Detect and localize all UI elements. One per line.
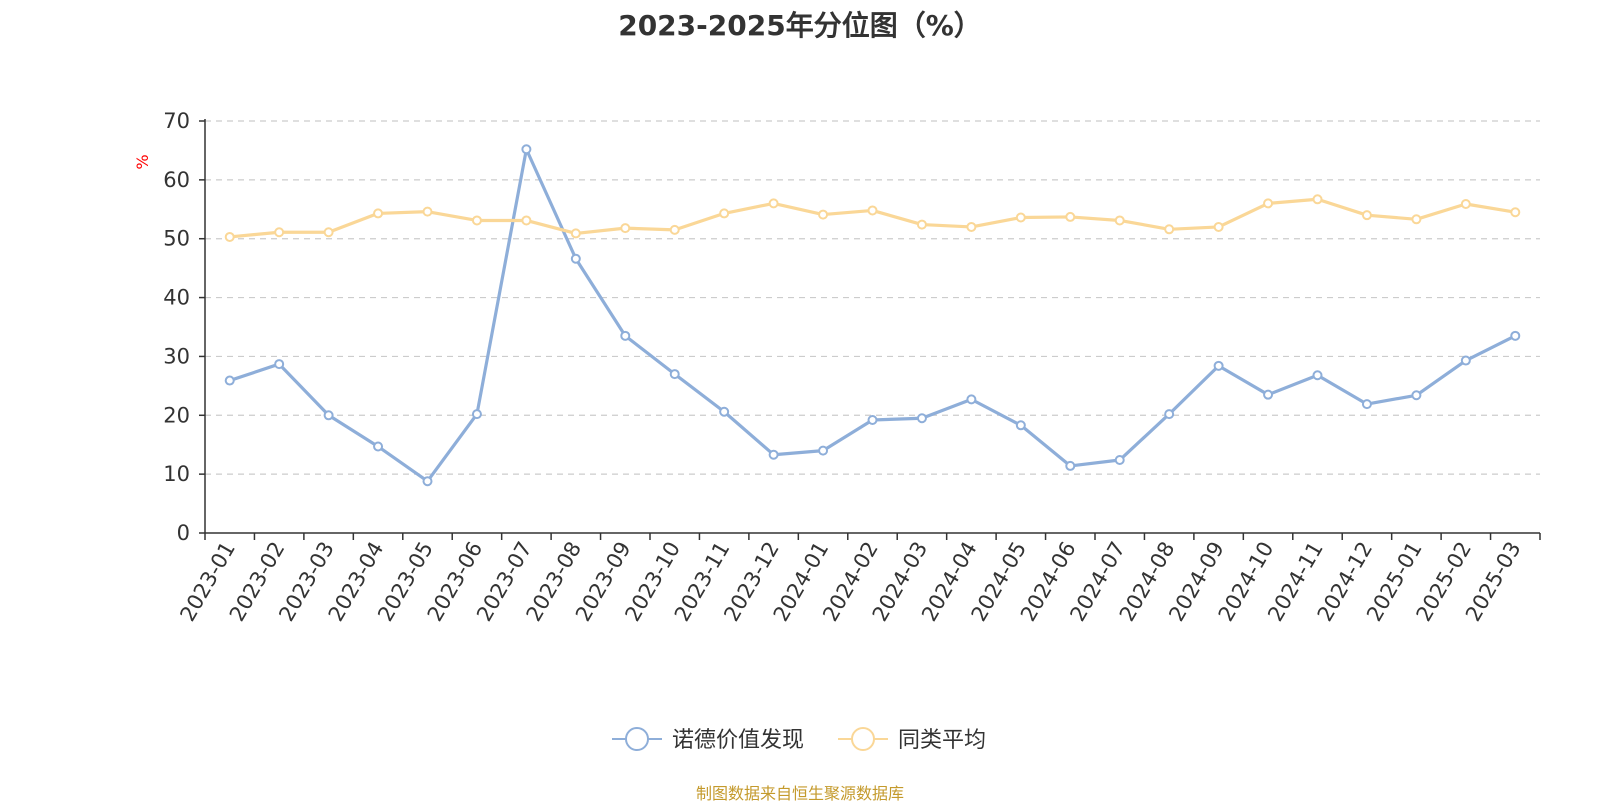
- data-point: [373, 441, 384, 452]
- y-tick-label: 70: [163, 109, 190, 133]
- legend-marker: [851, 727, 875, 751]
- data-point: [719, 208, 730, 219]
- data-point: [1312, 370, 1323, 381]
- data-point: [1213, 221, 1224, 232]
- data-point: [274, 359, 285, 370]
- data-point: [818, 445, 829, 456]
- data-point: [867, 205, 878, 216]
- data-point: [1263, 198, 1274, 209]
- legend-marker: [625, 727, 649, 751]
- series-1: [224, 144, 1521, 487]
- y-tick-label: 10: [163, 462, 190, 486]
- data-point: [916, 413, 927, 424]
- data-point: [471, 409, 482, 420]
- data-point: [966, 221, 977, 232]
- legend-label: 诺德价值发现: [672, 728, 804, 753]
- data-point: [669, 224, 680, 235]
- legend-item-1[interactable]: 诺德价值发现: [612, 727, 804, 753]
- y-tick-label: 40: [163, 286, 190, 310]
- data-point: [521, 215, 532, 226]
- data-point: [1263, 389, 1274, 400]
- data-point: [768, 449, 779, 460]
- data-point: [521, 144, 532, 155]
- series-group: [224, 144, 1521, 487]
- data-point: [818, 209, 829, 220]
- data-point: [570, 228, 581, 239]
- data-point: [1015, 420, 1026, 431]
- source-note: 制图数据来自恒生聚源数据库: [695, 784, 904, 803]
- data-point: [1312, 194, 1323, 205]
- data-point: [471, 215, 482, 226]
- y-tick-label: 0: [177, 521, 190, 545]
- data-point: [620, 330, 631, 341]
- data-point: [373, 208, 384, 219]
- data-point: [620, 223, 631, 234]
- data-point: [1361, 210, 1372, 221]
- data-point: [1510, 330, 1521, 341]
- data-point: [1411, 214, 1422, 225]
- x-axis-tick-labels: 2023-012023-022023-032023-042023-052023-…: [175, 538, 1525, 626]
- data-point: [1460, 355, 1471, 366]
- data-point: [1213, 360, 1224, 371]
- series-line: [229, 197, 1516, 239]
- data-point: [1411, 390, 1422, 401]
- data-point: [323, 227, 334, 238]
- data-point: [1114, 455, 1125, 466]
- series-2: [224, 194, 1521, 242]
- data-point: [1065, 211, 1076, 222]
- data-point: [1015, 212, 1026, 223]
- data-point: [1065, 460, 1076, 471]
- grid-lines: [205, 120, 1540, 475]
- y-tick-label: 30: [163, 344, 190, 368]
- data-point: [916, 219, 927, 230]
- data-point: [719, 406, 730, 417]
- chart-title: 2023-2025年分位图（%）: [618, 9, 982, 42]
- legend-item-2[interactable]: 同类平均: [838, 727, 986, 753]
- data-point: [1164, 409, 1175, 420]
- data-point: [422, 206, 433, 217]
- data-point: [274, 227, 285, 238]
- data-point: [1114, 215, 1125, 226]
- data-point: [1164, 224, 1175, 235]
- y-tick-label: 20: [163, 403, 190, 427]
- data-point: [669, 369, 680, 380]
- y-axis-tick-labels: 0 10 20 30 40 50 60 70: [163, 109, 190, 545]
- data-point: [422, 476, 433, 487]
- data-point: [1361, 399, 1372, 410]
- data-point: [966, 394, 977, 405]
- y-axis-unit-label: %: [133, 154, 152, 169]
- y-tick-label: 50: [163, 227, 190, 251]
- axes: [199, 119, 1541, 540]
- y-tick-label: 60: [163, 168, 190, 192]
- data-point: [323, 410, 334, 421]
- data-point: [1460, 198, 1471, 209]
- data-point: [768, 198, 779, 209]
- legend-label: 同类平均: [898, 728, 986, 753]
- data-point: [1510, 207, 1521, 218]
- data-point: [224, 231, 235, 242]
- data-point: [867, 414, 878, 425]
- data-point: [570, 253, 581, 264]
- legend[interactable]: 诺德价值发现 同类平均: [612, 727, 986, 753]
- data-point: [224, 375, 235, 386]
